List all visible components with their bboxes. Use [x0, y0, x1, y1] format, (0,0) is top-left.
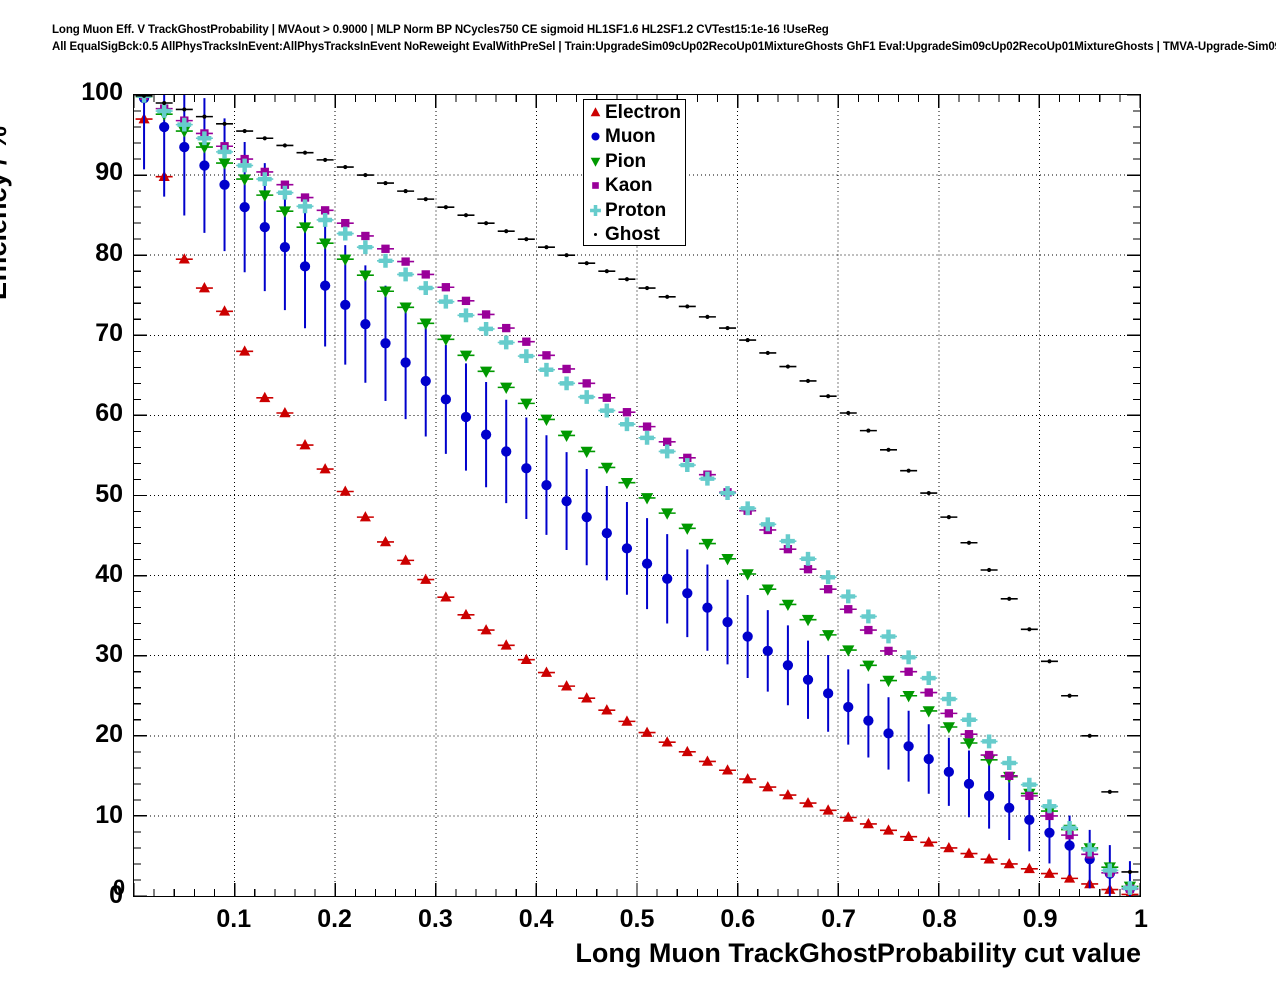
x-axis-title: Long Muon TrackGhostProbability cut valu… — [575, 938, 1141, 968]
x-tick-label-1: 1 — [1134, 905, 1148, 933]
plot-title-line-2: All EqualSigBck:0.5 AllPhysTracksInEvent… — [52, 41, 1276, 53]
legend-label: Muon — [605, 126, 656, 148]
circle-marker-icon — [587, 128, 604, 145]
x-tick-label-0p8: 0.8 — [922, 905, 957, 933]
y-tick-label-60: 60 — [95, 399, 123, 428]
data-series-layer — [135, 95, 1139, 896]
legend-item-proton[interactable]: Proton — [584, 198, 685, 223]
y-tick-label-80: 80 — [95, 238, 123, 267]
axis-ticks — [134, 95, 1140, 896]
x-tick-label-0p1: 0.1 — [216, 905, 252, 933]
plot-title-block: Long Muon Eff. V TrackGhostProbability |… — [52, 22, 1276, 56]
legend-label: Proton — [605, 199, 667, 221]
x-tick-label-0p9: 0.9 — [1022, 905, 1058, 933]
y-tick-label-90: 90 — [95, 158, 123, 187]
dot-marker-icon — [587, 226, 604, 243]
y-tick-label-100: 100 — [81, 78, 123, 106]
x-tick-label-0p4: 0.4 — [518, 905, 554, 933]
x-tick-label-0p3: 0.3 — [418, 905, 453, 933]
triangle-up-marker-icon — [587, 104, 604, 121]
legend-label: Kaon — [605, 175, 653, 197]
legend-item-ghost[interactable]: Ghost — [584, 223, 685, 248]
series-electron — [135, 113, 1139, 896]
series-ghost — [135, 95, 1139, 875]
triangle-down-marker-icon — [587, 153, 604, 170]
legend-item-electron[interactable]: Electron — [584, 100, 685, 125]
cross-marker-icon — [587, 202, 604, 219]
legend-label: Electron — [605, 101, 682, 123]
legend-label: Ghost — [605, 224, 660, 246]
y-tick-label-70: 70 — [95, 318, 123, 347]
legend-item-kaon[interactable]: Kaon — [584, 174, 685, 199]
x-tick-label-0p7: 0.7 — [821, 905, 856, 933]
y-tick-label-40: 40 — [95, 559, 123, 588]
x-tick-label-0: 0 — [112, 875, 126, 900]
legend-item-muon[interactable]: Muon — [584, 125, 685, 150]
series-muon — [138, 95, 1136, 896]
series-proton — [135, 95, 1139, 895]
square-marker-icon — [587, 177, 604, 194]
y-tick-label-50: 50 — [95, 479, 123, 508]
plot-title-line-1: Long Muon Eff. V TrackGhostProbability |… — [52, 24, 829, 36]
y-tick-label-10: 10 — [95, 800, 123, 829]
plot-svg — [134, 95, 1140, 896]
y-tick-label-0: 0 — [109, 881, 123, 909]
y-tick-label-30: 30 — [95, 640, 123, 669]
legend-item-pion[interactable]: Pion — [584, 149, 685, 174]
x-tick-label-0p6: 0.6 — [720, 905, 756, 933]
x-tick-label-0p5: 0.5 — [619, 905, 655, 933]
legend-label: Pion — [605, 150, 647, 172]
y-axis-title: Efficiency / % — [0, 126, 12, 300]
y-tick-label-20: 20 — [95, 720, 123, 749]
legend-box: Electron Muon Pion Kaon Proton Ghost — [583, 99, 686, 246]
x-tick-label-0p2: 0.2 — [317, 905, 352, 933]
